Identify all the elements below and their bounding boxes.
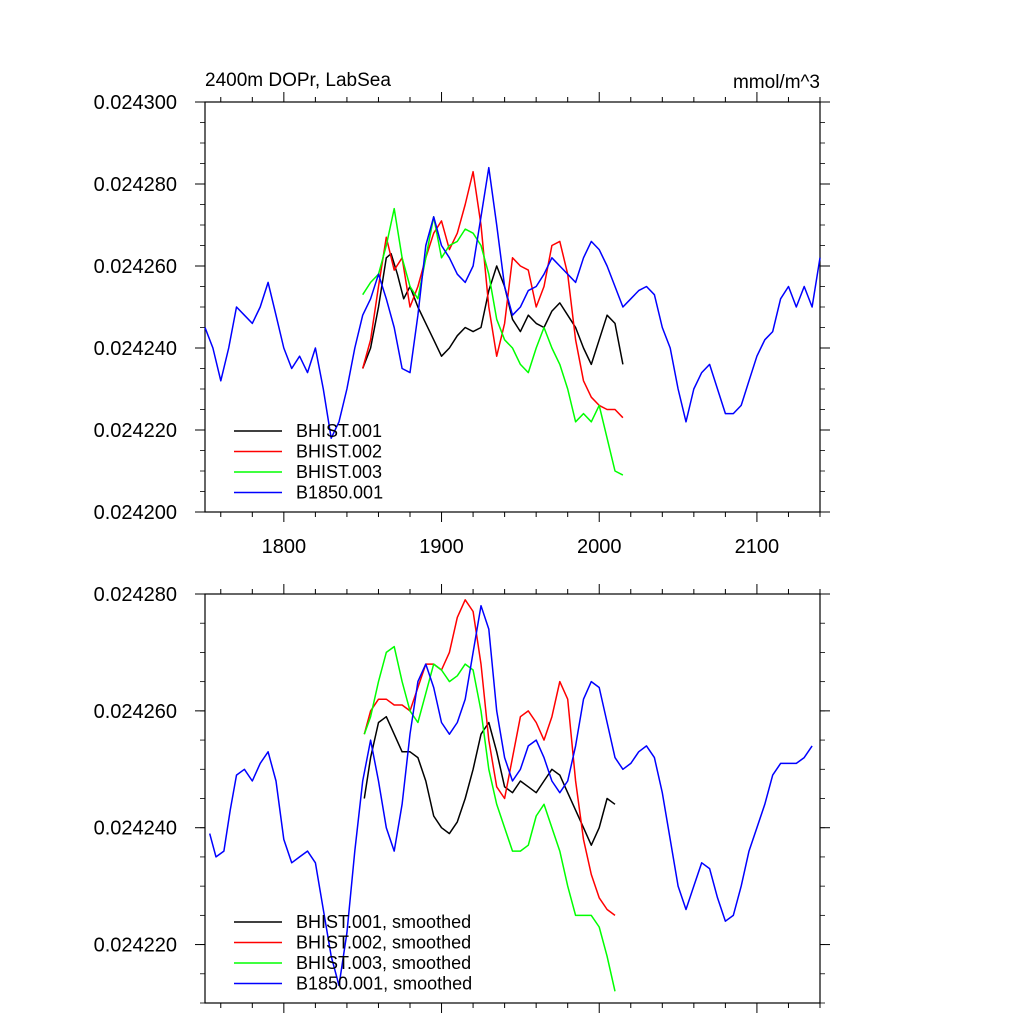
series-line-1: [362, 252, 624, 369]
chart-panel-2: 0.024220 0.024240 0.024260 0.024280 BHIST.00…: [94, 584, 830, 1013]
y-tick-label: 0.024300: [94, 92, 177, 114]
legend-label: B1850.001: [296, 483, 383, 503]
units-label: mmol/m^3: [733, 72, 820, 93]
chart-title: 2400m DOPr, LabSea: [205, 70, 391, 91]
y-tick-label: 0.024280: [94, 584, 177, 606]
y-tick-label: 0.024260: [94, 701, 177, 723]
legend-label: BHIST.001, smoothed: [296, 912, 471, 932]
legend-label: BHIST.001: [296, 421, 382, 441]
x-tick-label: 2100: [735, 536, 780, 558]
y-tick-label: 0.024200: [94, 502, 177, 524]
series-line-4: [204, 166, 821, 439]
legend-label: B1850.001, smoothed: [296, 974, 472, 994]
legend-label: BHIST.002: [296, 442, 382, 462]
y-tick-label: 0.024220: [94, 420, 177, 442]
series-line-2: [363, 599, 616, 917]
legend-label: BHIST.003, smoothed: [296, 953, 471, 973]
series-line-2: [361, 170, 624, 419]
y-tick-label: 0.024220: [94, 935, 177, 957]
x-tick-label: 2000: [577, 536, 622, 558]
series-line-3: [362, 207, 624, 476]
x-tick-label: 1900: [419, 536, 464, 558]
x-tick-label: 1800: [262, 536, 307, 558]
y-tick-label: 0.024240: [94, 338, 177, 360]
series-line-3: [363, 645, 616, 992]
series-line-4: [208, 604, 813, 987]
legend-label: BHIST.003: [296, 462, 382, 482]
chart-panel-1: 1800 1900 2000 2100 0.024200 0.024220 0.024240…: [94, 70, 830, 558]
legend-label: BHIST.002, smoothed: [296, 933, 471, 953]
y-tick-label: 0.024240: [94, 818, 177, 840]
y-tick-label: 0.024280: [94, 174, 177, 196]
y-tick-label: 0.024260: [94, 256, 177, 278]
series-line-1: [363, 715, 616, 846]
